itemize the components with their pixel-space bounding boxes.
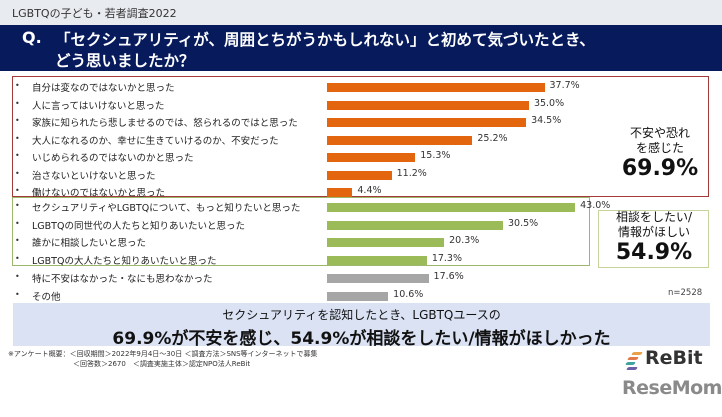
info-summary-percent: 54.9% [615, 240, 693, 265]
category-label: いじめられるのではないのかと思った [32, 153, 194, 164]
bar [327, 136, 473, 145]
info-summary-box [598, 210, 709, 268]
category-label: 自分は変なのではないかと思った [32, 83, 175, 94]
bullet-icon: • [15, 254, 20, 263]
bullet-icon: • [15, 99, 20, 108]
rebit-logo-stripe [625, 362, 636, 365]
footnote: ※アンケート概要：＜回収期間＞2022年9月4日〜30日 ＜調査方法＞SNS等イ… [8, 349, 318, 369]
category-label: 治さないといけないと思った [32, 171, 156, 182]
bar [327, 101, 529, 110]
anxiety-summary-percent: 69.9% [621, 156, 699, 181]
value-label: 37.7% [549, 80, 580, 91]
resemom-logo: ReseMom [622, 377, 722, 399]
sample-size: n=2528 [668, 288, 703, 298]
bar [327, 171, 392, 180]
chart-row: • 自分は変なのではないかと思った 37.7% [0, 79, 722, 97]
value-label: 10.6% [393, 289, 424, 300]
info-summary-line1: 相談をしたい/ [615, 210, 693, 224]
bullet-icon: • [15, 186, 20, 195]
value-label: 17.6% [433, 271, 464, 282]
chart-row: • 誰かに相談したいと思った 20.3% [0, 234, 722, 252]
category-label: 人に言ってはいけないと思った [32, 101, 165, 112]
info-group-box [12, 197, 590, 266]
bullet-icon: • [15, 201, 20, 210]
chart-row: • いじめられるのではないのかと思った 15.3% [0, 149, 722, 167]
question-line-2: どう思いましたか？ [55, 52, 195, 70]
banner-line-2: 69.9%が不安を感じ、54.9%が相談をしたい/情報がほしかった [112, 329, 611, 349]
bar [327, 188, 353, 197]
bar [327, 221, 503, 230]
footnote-line-1: ※アンケート概要：＜回収期間＞2022年9月4日〜30日 ＜調査方法＞SNS等イ… [8, 350, 318, 358]
value-label: 15.3% [420, 150, 451, 161]
bar [327, 274, 429, 283]
chart-row: • LGBTQの同世代の人たちと知りあいたいと思った 30.5% [0, 217, 722, 235]
bullet-icon: • [15, 236, 20, 245]
category-label: LGBTQの同世代の人たちと知りあいたいと思った [32, 221, 245, 232]
bar [327, 292, 389, 301]
chart-row: • LGBTQの大人たちと知りあいたいと思った 17.3% [0, 252, 722, 270]
chart-row: • 特に不安はなかった・なにも思わなかった 17.6% [0, 270, 722, 288]
chart-row: • 大人になれるのか、幸せに生きていけるのか、不安だった 25.2% [0, 132, 722, 150]
value-label: 34.5% [531, 115, 562, 126]
bullet-icon: • [15, 272, 20, 281]
bullet-icon: • [15, 219, 20, 228]
category-label: 働けないのではないかと思った [32, 188, 166, 199]
value-label: 17.3% [431, 253, 462, 264]
category-label: その他 [32, 292, 61, 303]
value-label: 20.3% [449, 235, 480, 246]
chart-row: • セクシュアリティやLGBTQについて、もっと知りたいと思った 43.0% [0, 199, 722, 217]
category-label: 家族に知られたら悲しませるのでは、怒られるのではと思った [32, 118, 298, 129]
question-line-1: 「セクシュアリティが、周囲とちがうかもしれない」と初めて気づいたとき、 [55, 31, 595, 49]
question-header: Q. 「セクシュアリティが、周囲とちがうかもしれない」と初めて気づいたとき、 ど… [0, 25, 722, 71]
category-label: 誰かに相談したいと思った [32, 238, 147, 249]
info-summary: 相談をしたい/ 情報がほしい 54.9% [600, 210, 708, 266]
bullet-icon: • [15, 116, 20, 125]
value-label: 43.0% [580, 200, 611, 211]
bar [327, 118, 527, 127]
chart-row: • 人に言ってはいけないと思った 35.0% [0, 97, 722, 115]
survey-title: LGBTQの子ども・若者調査2022 [12, 7, 177, 20]
rebit-logo: ReBit [622, 347, 712, 372]
rebit-logo-stripe [626, 367, 638, 370]
bar [327, 256, 427, 265]
rebit-logo-icon [631, 352, 643, 355]
value-label: 30.5% [507, 218, 539, 229]
bar [327, 203, 576, 212]
chart-row: • 家族に知られたら悲しませるのでは、怒られるのではと思った 34.5% [0, 114, 722, 132]
footnote-line-2: ＜回答数＞2670 ＜調査実施主体＞認定NPO法人ReBit [73, 360, 251, 368]
bar [327, 238, 445, 247]
bar [327, 83, 545, 92]
category-label: 大人になれるのか、幸せに生きていけるのか、不安だった [32, 136, 279, 147]
value-label: 35.0% [533, 98, 565, 109]
value-label: 4.4% [357, 185, 382, 196]
chart-row: • 治さないといけないと思った 11.2% [0, 167, 722, 185]
bullet-icon: • [15, 151, 20, 160]
value-label: 25.2% [477, 133, 508, 144]
bullet-icon: • [15, 134, 20, 143]
anxiety-group-box [12, 76, 709, 197]
anxiety-summary-line1: 不安や恐れ [629, 126, 690, 140]
anxiety-summary-line2: を感じた [635, 141, 684, 155]
value-label: 11.2% [396, 168, 427, 179]
bullet-icon: • [15, 290, 20, 299]
banner-line-1: セクシュアリティを認知したとき、LGBTQユースの [222, 308, 501, 322]
bar [327, 153, 416, 162]
rebit-logo-text: ReBit [645, 347, 703, 369]
chart-row: • 働けないのではないかと思った 4.4% [0, 184, 722, 202]
conclusion-banner: セクシュアリティを認知したとき、LGBTQユースの 69.9%が不安を感じ、54… [13, 303, 710, 349]
category-label: 特に不安はなかった・なにも思わなかった [32, 274, 213, 285]
info-summary-line2: 情報がほしい [617, 225, 690, 239]
rebit-logo-stripe [627, 357, 639, 360]
bullet-icon: • [15, 169, 20, 178]
category-label: LGBTQの大人たちと知りあいたいと思った [32, 256, 217, 267]
top-bar: LGBTQの子ども・若者調査2022 [0, 0, 722, 25]
bullet-icon: • [15, 81, 20, 90]
chart-row: • その他 10.6% [0, 288, 722, 306]
anxiety-summary: 不安や恐れ を感じた 69.9% [608, 126, 712, 182]
category-label: セクシュアリティやLGBTQについて、もっと知りたいと思った [32, 203, 301, 214]
question-prefix: Q. [22, 28, 42, 47]
